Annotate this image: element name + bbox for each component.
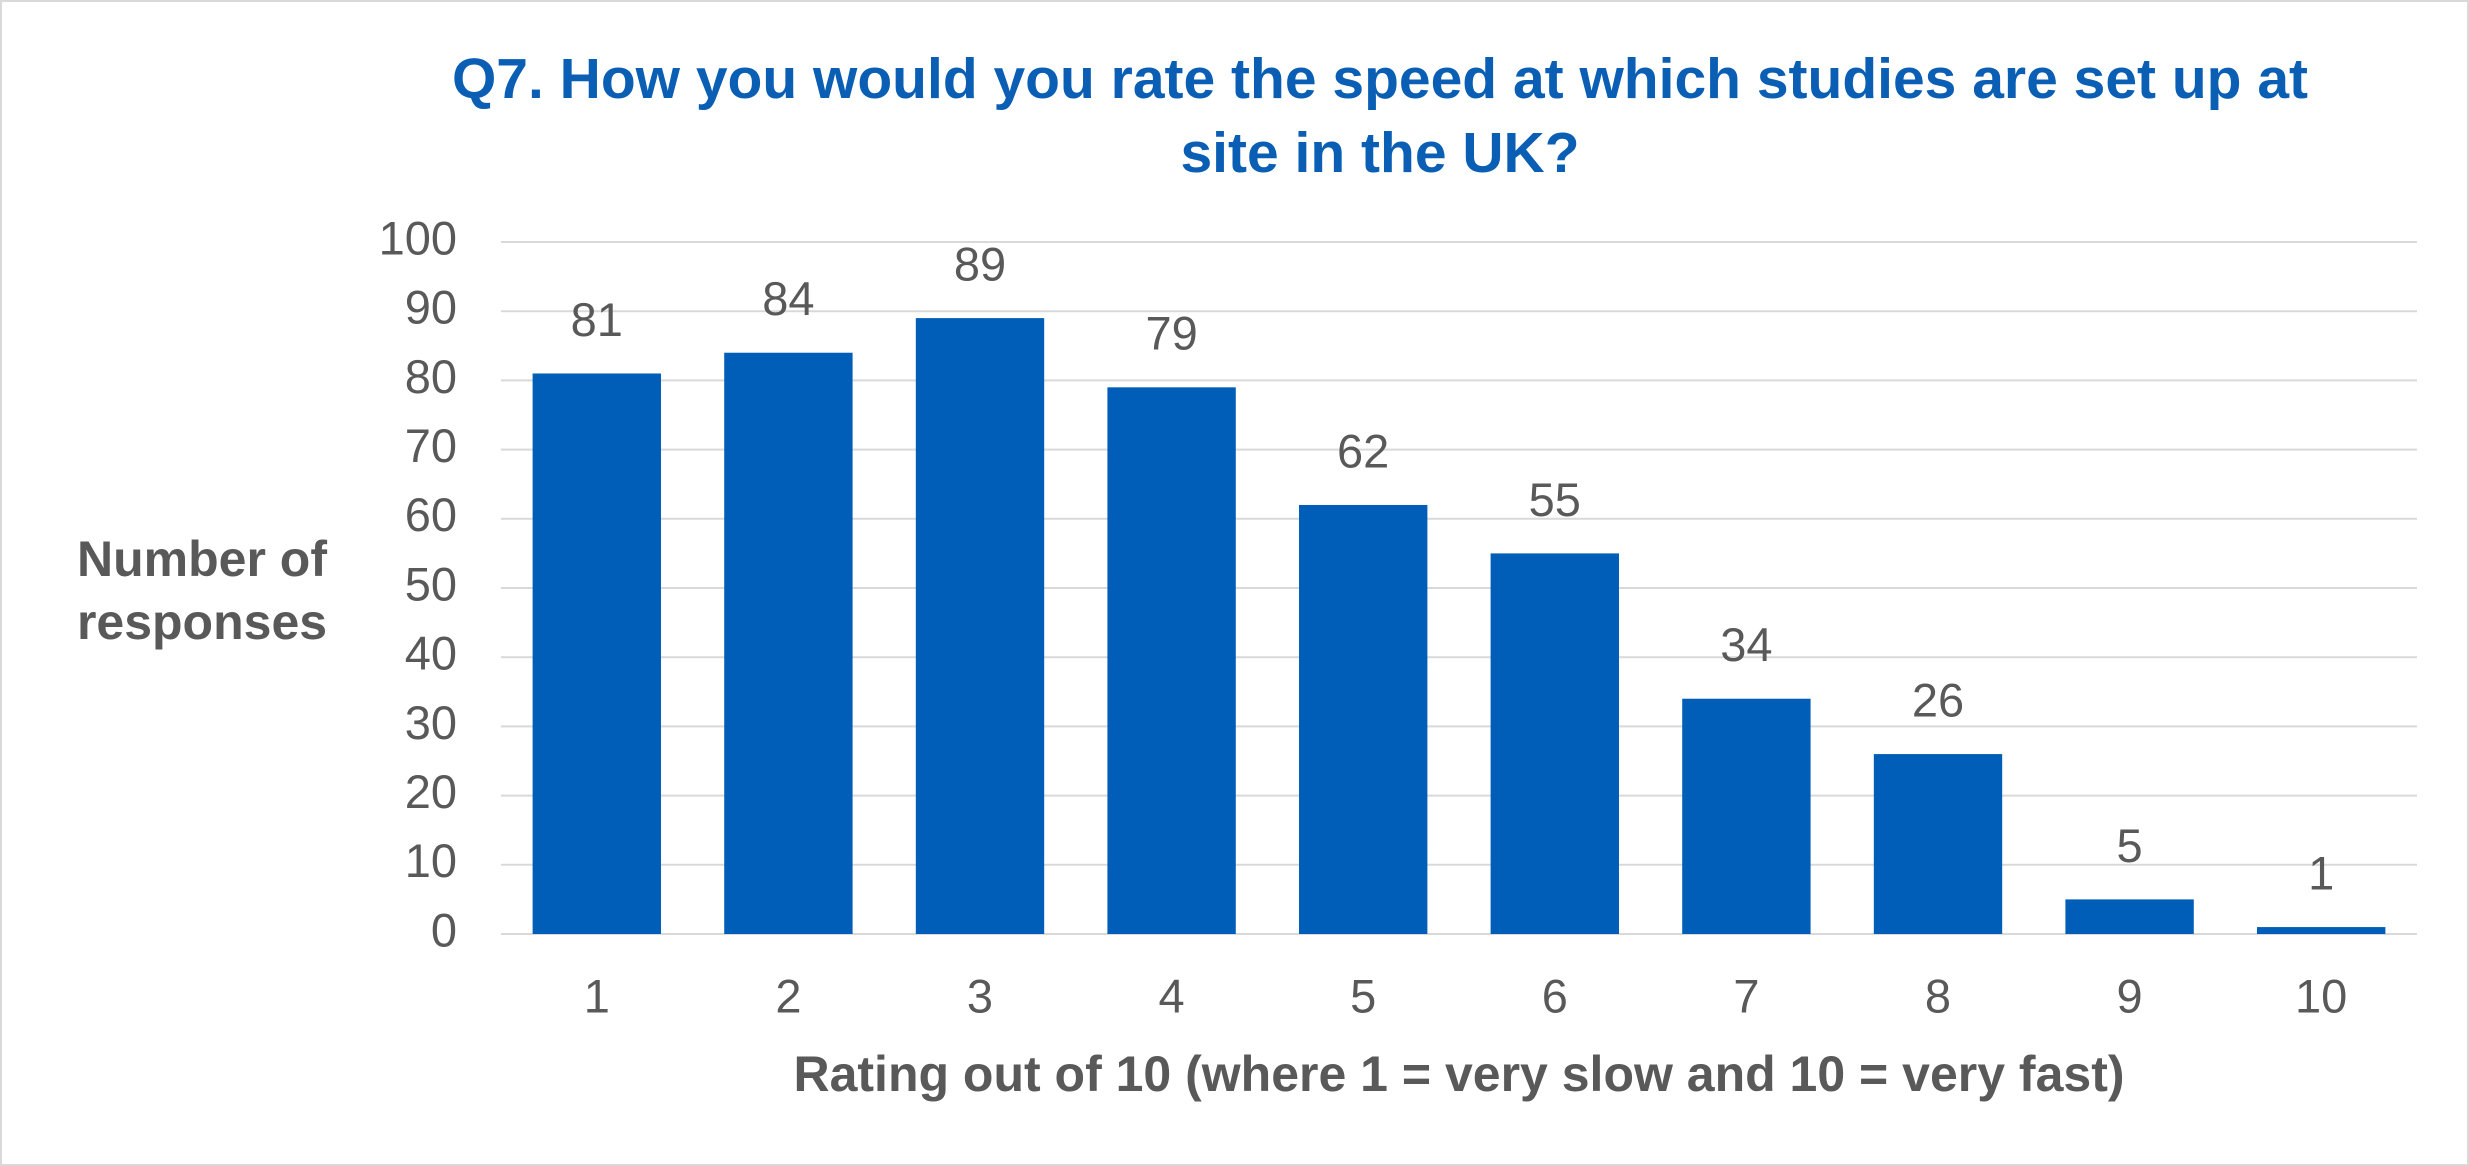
x-tick-label: 6 [1542, 969, 1568, 1022]
bar [2065, 899, 2194, 934]
y-tick-label: 40 [405, 627, 457, 680]
y-tick-label: 60 [405, 488, 457, 541]
y-axis-label: Number of responses [76, 531, 328, 650]
x-tick-label: 3 [967, 969, 993, 1022]
data-label: 26 [1912, 674, 1964, 727]
x-tick-label: 1 [584, 969, 610, 1022]
data-label: 84 [762, 272, 814, 325]
bar [915, 318, 1045, 934]
x-tick-label: 4 [1159, 969, 1185, 1022]
data-label: 55 [1529, 473, 1581, 526]
y-tick-label: 50 [405, 557, 457, 610]
bar [532, 373, 661, 935]
data-label: 5 [2117, 819, 2143, 872]
bar [1107, 387, 1236, 934]
bar [1299, 504, 1428, 934]
x-tick-label: 2 [775, 969, 801, 1022]
chart-title: Q7. How you would you rate the speed at … [451, 47, 2309, 185]
data-label: 34 [1720, 618, 1772, 671]
bar [1490, 553, 1619, 934]
data-label: 62 [1337, 424, 1389, 477]
y-tick-label: 100 [379, 211, 457, 264]
x-tick-label: 10 [2295, 969, 2347, 1022]
x-axis-label: Rating out of 10 (where 1 = very slow an… [793, 1046, 2124, 1102]
bar [724, 352, 853, 935]
data-label: 79 [1145, 307, 1197, 360]
y-tick-label: 80 [405, 350, 457, 403]
bar [2257, 927, 2386, 934]
data-label: 81 [571, 293, 623, 346]
bar [1873, 754, 2003, 934]
y-tick-label: 90 [405, 281, 457, 334]
bar [1682, 698, 1811, 934]
x-tick-label: 7 [1733, 969, 1759, 1022]
y-tick-label: 70 [405, 419, 457, 472]
y-tick-label: 30 [405, 696, 457, 749]
x-tick-label: 5 [1350, 969, 1376, 1022]
y-tick-label: 20 [405, 765, 457, 818]
x-tick-label: 8 [1925, 969, 1951, 1022]
y-tick-label: 0 [431, 903, 457, 956]
data-label: 1 [2308, 847, 2334, 900]
x-tick-label: 9 [2117, 969, 2143, 1022]
data-label: 89 [954, 238, 1006, 291]
y-tick-label: 10 [405, 834, 457, 887]
